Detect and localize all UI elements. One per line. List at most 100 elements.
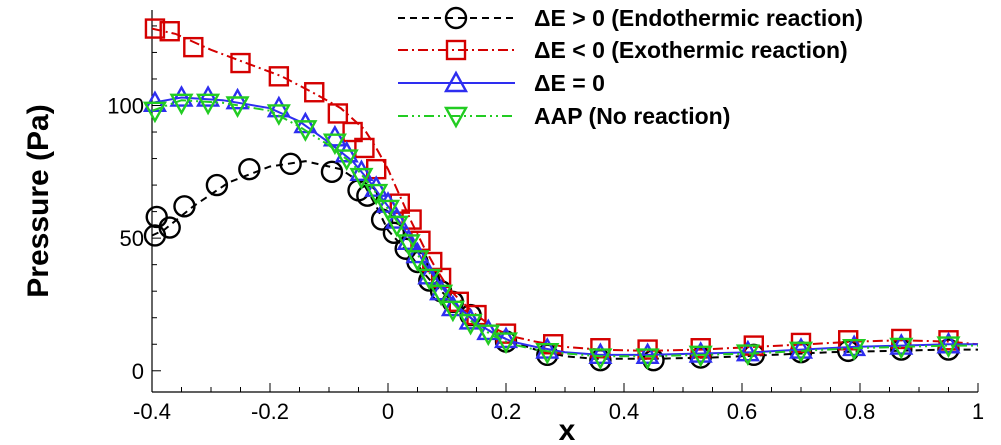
data-point xyxy=(396,234,421,256)
data-point xyxy=(405,241,430,264)
y-tick-label: 50 xyxy=(120,226,144,251)
x-tick-label: 0.6 xyxy=(727,399,758,424)
series-line xyxy=(151,99,978,358)
data-point xyxy=(158,216,181,239)
data-point xyxy=(429,284,454,307)
data-point xyxy=(417,262,442,285)
series-line xyxy=(151,160,978,360)
legend-marker xyxy=(443,70,469,93)
data-point xyxy=(144,18,166,39)
data-point xyxy=(842,339,867,361)
y-axis-label: Pressure (Pa) xyxy=(22,104,55,297)
data-point xyxy=(440,294,465,317)
data-point xyxy=(788,337,814,359)
x-tick-label: -0.2 xyxy=(251,399,289,424)
data-point xyxy=(334,140,359,163)
data-point xyxy=(205,173,229,197)
data-point xyxy=(375,199,401,222)
data-point xyxy=(590,338,611,359)
data-point xyxy=(142,101,167,124)
data-point xyxy=(889,333,914,355)
x-tick-label: -0.4 xyxy=(133,399,171,424)
y-tick-label: 0 xyxy=(132,359,144,384)
data-point xyxy=(842,334,867,357)
data-point xyxy=(266,95,291,118)
x-tick-label: 0.2 xyxy=(491,399,522,424)
data-point xyxy=(458,307,483,330)
axes: -0.4 -0.2 0 0.2 0.4 0.6 0.8 1 0 50 100 xyxy=(107,10,984,424)
data-point xyxy=(322,133,347,156)
data-point xyxy=(735,344,760,367)
data-point xyxy=(417,268,442,291)
data-point xyxy=(588,342,613,365)
data-point xyxy=(169,93,194,116)
data-point xyxy=(169,85,194,107)
data-point xyxy=(458,313,483,336)
legend-marker xyxy=(445,39,467,61)
data-point xyxy=(405,250,430,272)
data-point xyxy=(304,82,325,103)
data-point xyxy=(230,52,251,74)
data-point xyxy=(349,167,374,190)
data-point xyxy=(225,96,250,118)
data-point xyxy=(349,159,374,182)
data-point xyxy=(688,341,713,363)
data-point xyxy=(384,215,409,238)
legend-label: ΔE < 0 (Exothermic reaction) xyxy=(534,37,848,63)
data-point xyxy=(293,111,318,134)
data-point xyxy=(364,183,389,206)
x-tick-label: 1 xyxy=(972,399,984,424)
data-point xyxy=(936,336,961,359)
data-point xyxy=(936,331,961,354)
data-point xyxy=(225,87,250,110)
data-point xyxy=(320,160,344,184)
series-line xyxy=(151,96,978,356)
data-point xyxy=(342,121,363,143)
legend-label: ΔE > 0 (Endothermic reaction) xyxy=(534,5,863,31)
data-point xyxy=(159,21,180,42)
data-point xyxy=(688,345,713,368)
data-point xyxy=(327,103,349,124)
legend-label: AAP (No reaction) xyxy=(534,103,730,129)
data-point xyxy=(889,337,914,360)
data-point xyxy=(476,324,501,347)
data-point xyxy=(493,332,519,355)
data-point xyxy=(635,342,660,365)
data-point xyxy=(535,343,560,365)
data-point xyxy=(396,228,421,250)
data-point xyxy=(322,124,347,147)
data-point xyxy=(196,93,221,116)
data-point xyxy=(334,149,359,172)
data-point xyxy=(382,221,406,245)
data-point xyxy=(279,152,302,176)
data-point xyxy=(354,137,375,159)
data-point xyxy=(145,205,168,229)
legend-marker xyxy=(444,6,468,30)
data-point xyxy=(238,157,261,181)
data-point xyxy=(266,104,291,126)
x-tick-label: 0.8 xyxy=(845,399,876,424)
data-point xyxy=(440,300,465,323)
data-point xyxy=(183,36,204,58)
x-tick-label: 0.4 xyxy=(609,399,640,424)
legend: ΔE > 0 (Endothermic reaction) ΔE < 0 (Exo… xyxy=(398,5,863,129)
y-tick-label: 100 xyxy=(107,94,144,119)
data-point xyxy=(196,85,221,107)
data-point xyxy=(268,66,290,87)
legend-marker xyxy=(443,106,469,129)
data-point xyxy=(173,195,196,218)
data-point xyxy=(293,120,318,142)
data-point xyxy=(735,339,760,362)
data-point xyxy=(429,278,454,301)
data-point xyxy=(535,337,560,359)
legend-label: ΔE = 0 xyxy=(534,70,605,96)
series-layer xyxy=(142,18,979,372)
x-tick-label: 0 xyxy=(382,399,394,424)
data-point xyxy=(788,341,814,364)
data-point xyxy=(493,326,519,349)
data-point xyxy=(588,348,613,370)
data-point xyxy=(635,348,660,370)
data-point xyxy=(384,207,409,229)
x-axis-label: x xyxy=(559,414,576,445)
